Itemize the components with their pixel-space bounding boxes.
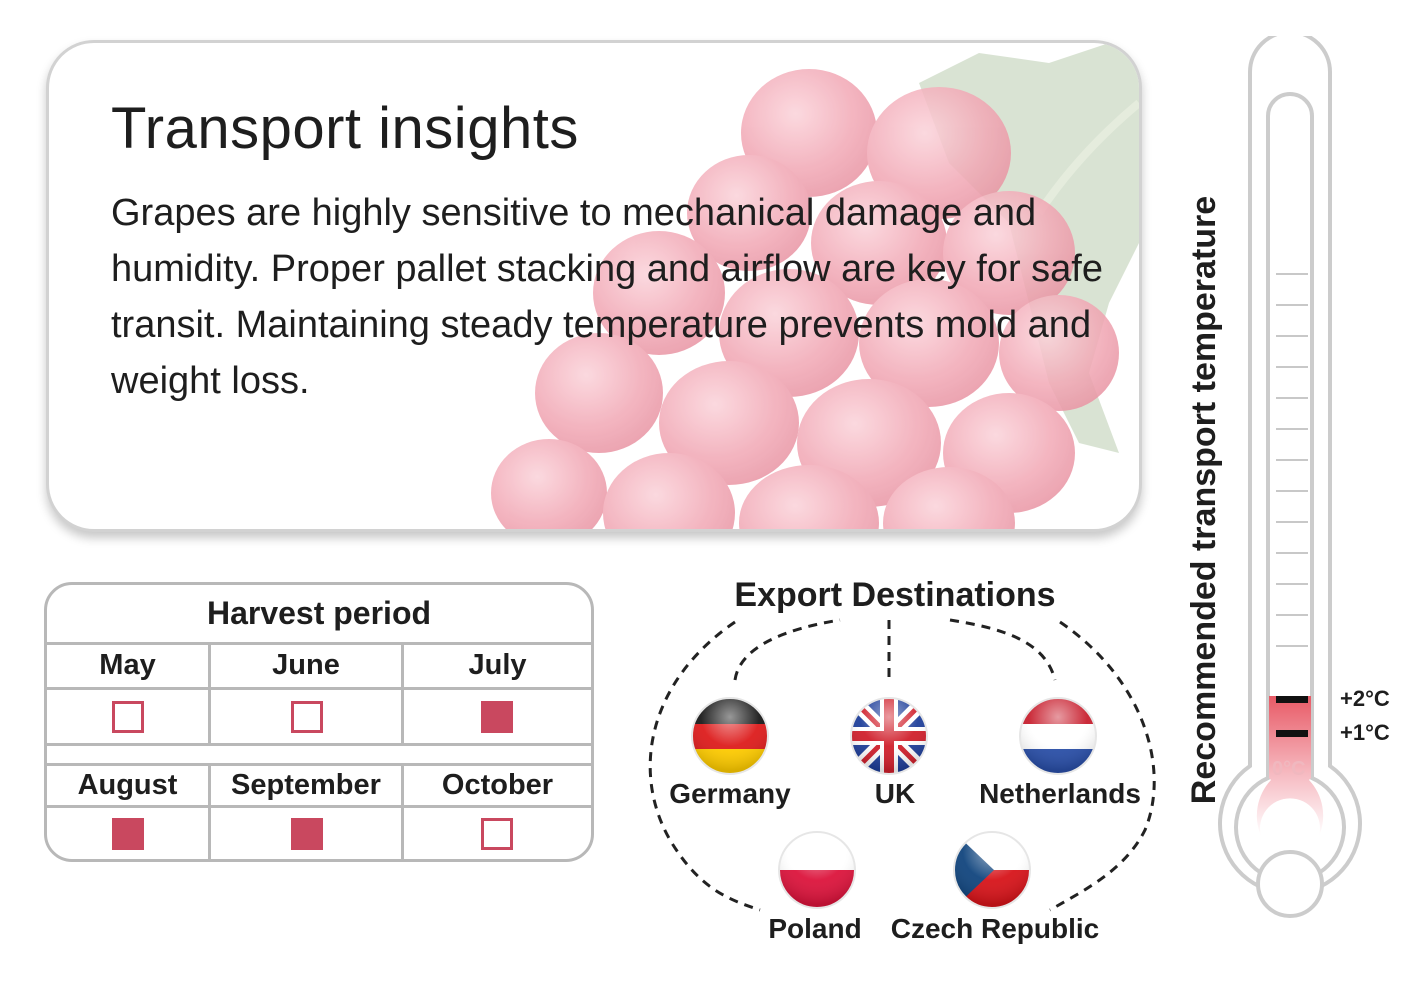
country-label-czech-republic: Czech Republic <box>890 913 1100 944</box>
month-label: June <box>272 649 340 681</box>
month-label: July <box>468 649 527 681</box>
harvest-period-table: Harvest period May June July August Sept… <box>44 582 594 862</box>
harvest-marker <box>112 701 144 733</box>
poland-flag-icon <box>778 831 856 909</box>
month-label: August <box>77 769 178 801</box>
insights-title: Transport insights <box>111 96 579 161</box>
table-divider <box>47 763 591 766</box>
table-divider <box>47 687 591 690</box>
harvest-marker <box>291 818 323 850</box>
harvest-marker <box>481 818 513 850</box>
grapes-illustration <box>491 43 1139 529</box>
month-label: May <box>99 649 156 681</box>
table-divider <box>401 763 404 859</box>
max-temperature-label: +2°C <box>1340 686 1390 711</box>
country-label-poland: Poland <box>768 913 862 944</box>
month-label: September <box>231 769 381 801</box>
harvest-marker <box>291 701 323 733</box>
min-temperature-label: +1°C <box>1340 720 1390 745</box>
table-divider <box>208 763 211 859</box>
netherlands-flag-icon <box>1019 697 1097 775</box>
country-label-uk: UK <box>874 778 916 809</box>
thermometer-title: Recommended transport temperature <box>1185 195 1223 805</box>
harvest-period-title: Harvest period <box>206 595 432 631</box>
harvest-marker <box>481 701 513 733</box>
table-divider <box>47 743 591 746</box>
table-divider <box>47 805 591 808</box>
harvest-marker <box>112 818 144 850</box>
country-label-germany: Germany <box>669 778 791 809</box>
transport-insights-card: Transport insights Grapes are highly sen… <box>46 40 1142 532</box>
insights-body-text: Grapes are highly sensitive to mechanica… <box>111 192 1103 402</box>
export-destinations-title: Export Destinations <box>700 576 1090 615</box>
uk-flag-icon <box>850 697 928 775</box>
export-destinations-diagram <box>648 618 1156 912</box>
germany-flag-icon <box>691 697 769 775</box>
country-label-netherlands: Netherlands <box>979 778 1141 809</box>
zero-temperature-label: 0°C <box>1272 758 1306 780</box>
month-label: October <box>441 769 554 801</box>
czech-flag-icon <box>953 831 1031 909</box>
table-divider <box>208 642 211 743</box>
table-divider <box>47 642 591 645</box>
table-divider <box>401 642 404 743</box>
thermometer-icon <box>1218 36 1362 918</box>
